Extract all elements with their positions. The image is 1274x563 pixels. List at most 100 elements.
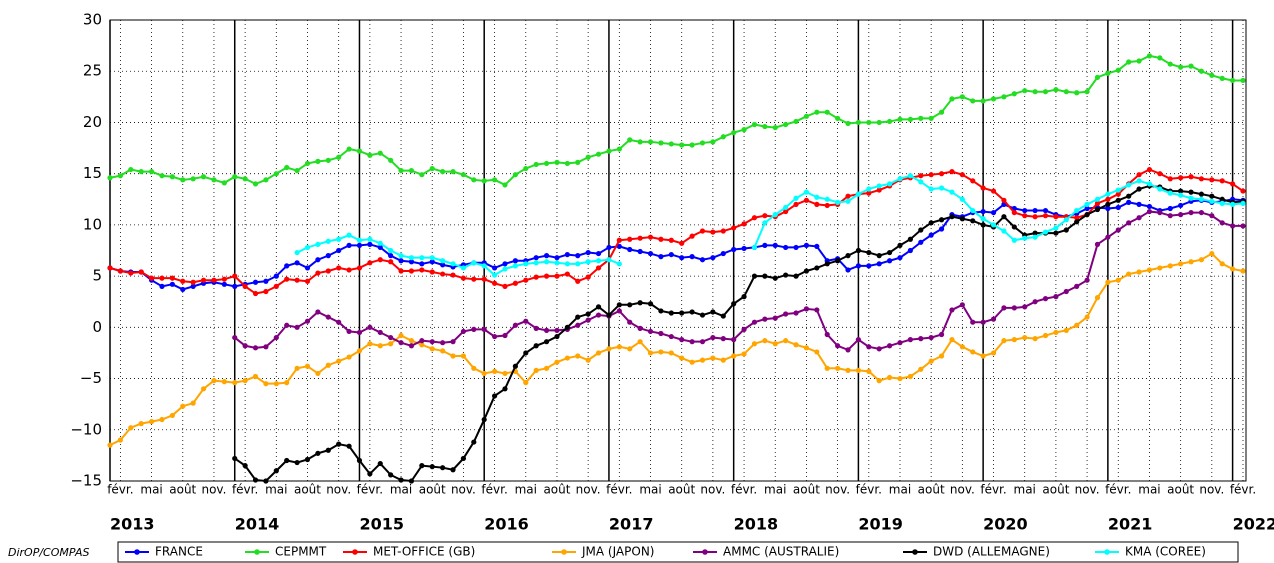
data-point — [637, 339, 643, 345]
data-point — [408, 259, 415, 265]
data-point — [907, 173, 913, 179]
data-point — [294, 365, 300, 371]
data-point — [637, 325, 643, 331]
data-point — [585, 259, 591, 265]
data-point — [128, 425, 134, 431]
data-point — [1105, 205, 1111, 212]
x-tick-label: août — [668, 483, 695, 497]
data-point — [814, 349, 820, 355]
data-point — [1063, 227, 1069, 233]
data-point — [440, 262, 446, 268]
x-tick-label: févr. — [481, 483, 507, 497]
data-point — [450, 467, 456, 473]
data-point — [689, 359, 695, 365]
data-point — [450, 353, 456, 359]
data-point — [491, 333, 498, 340]
data-point — [1188, 63, 1194, 69]
data-point — [595, 258, 602, 264]
data-point — [720, 313, 726, 319]
series-line — [753, 174, 1244, 248]
data-point — [1022, 213, 1028, 219]
data-point — [938, 331, 945, 338]
data-point — [938, 109, 945, 115]
data-point — [886, 249, 893, 256]
x-tick-label: nov. — [825, 483, 850, 497]
data-point — [793, 273, 799, 279]
data-point — [1209, 193, 1215, 199]
legend-label: KMA (COREE) — [1125, 545, 1206, 559]
data-point — [481, 416, 487, 423]
data-point — [1188, 259, 1194, 265]
x-tick-label: août — [294, 483, 321, 497]
data-point — [1084, 314, 1090, 320]
data-point — [221, 379, 227, 385]
data-point — [180, 403, 186, 409]
data-point — [793, 342, 799, 348]
data-point — [232, 174, 238, 180]
data-point — [1115, 197, 1121, 203]
data-point — [356, 348, 363, 354]
data-point — [741, 221, 747, 227]
x-tick-label: mai — [639, 483, 661, 497]
data-point — [1032, 299, 1038, 305]
x-tick-label: févr. — [856, 483, 882, 497]
data-point — [138, 269, 144, 275]
data-point — [512, 363, 518, 369]
data-point — [180, 286, 186, 293]
data-point — [512, 172, 518, 178]
data-point — [325, 157, 331, 163]
data-point — [710, 139, 716, 145]
x-tick-label: août — [918, 483, 945, 497]
data-point — [1188, 209, 1194, 216]
data-point — [1167, 213, 1173, 219]
data-point — [886, 258, 893, 264]
y-tick-label: −10 — [70, 420, 102, 438]
data-point — [710, 355, 716, 361]
data-point — [263, 381, 269, 387]
data-point — [429, 259, 435, 265]
data-point — [273, 171, 279, 177]
data-point — [1178, 202, 1184, 209]
data-point — [668, 251, 674, 258]
data-point — [336, 236, 342, 242]
data-point — [918, 173, 924, 179]
x-tick-label: août — [793, 483, 820, 497]
data-point — [585, 274, 591, 280]
legend-label: DWD (ALLEMAGNE) — [933, 545, 1050, 559]
data-point — [1167, 190, 1173, 196]
data-point — [886, 181, 893, 187]
data-point — [720, 134, 726, 140]
data-point — [928, 186, 934, 192]
data-point — [1167, 205, 1173, 212]
data-point — [523, 277, 529, 283]
legend-label: FRANCE — [155, 545, 203, 559]
data-point — [1105, 196, 1111, 202]
data-point — [783, 338, 789, 344]
data-point — [471, 365, 477, 371]
data-point — [408, 338, 415, 344]
data-point — [1001, 94, 1007, 100]
data-point — [429, 269, 435, 275]
data-point — [294, 249, 300, 256]
data-point — [294, 324, 300, 330]
data-point — [1198, 196, 1205, 202]
data-point — [1146, 203, 1153, 210]
data-point — [803, 268, 810, 274]
data-point — [1001, 228, 1007, 234]
data-point — [772, 341, 778, 347]
data-point — [200, 386, 207, 392]
data-point — [1126, 193, 1132, 199]
data-point — [762, 123, 768, 130]
data-point — [460, 172, 467, 178]
data-point — [221, 281, 227, 287]
data-point — [388, 259, 394, 265]
data-point — [772, 242, 778, 248]
data-point — [793, 201, 799, 207]
data-point — [554, 327, 560, 334]
data-point — [814, 243, 820, 250]
data-point — [263, 478, 269, 484]
data-point — [918, 239, 924, 245]
data-point — [148, 418, 155, 425]
data-point — [180, 278, 186, 284]
data-point — [783, 121, 789, 128]
